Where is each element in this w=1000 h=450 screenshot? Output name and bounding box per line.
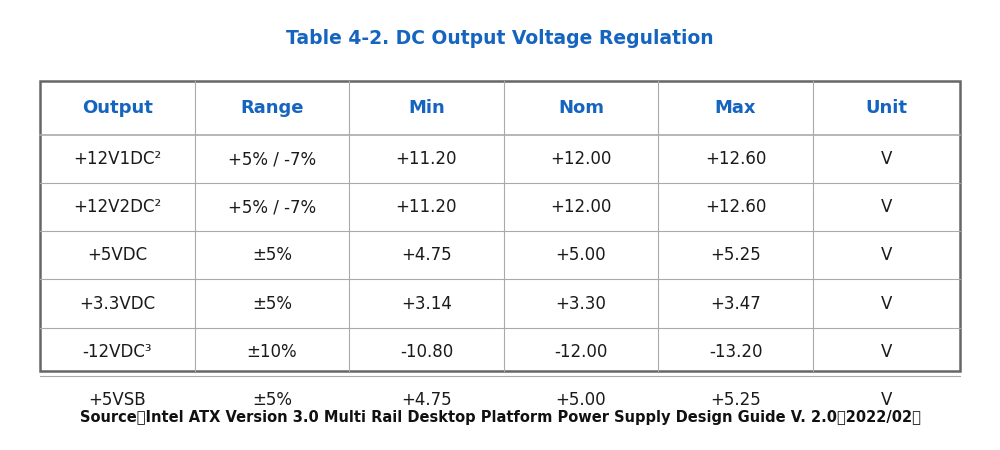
Text: +12V2DC²: +12V2DC²: [73, 198, 161, 216]
Text: ±10%: ±10%: [247, 343, 297, 361]
Text: +12.60: +12.60: [705, 198, 766, 216]
Text: +5% / -7%: +5% / -7%: [228, 198, 316, 216]
Text: +4.75: +4.75: [401, 391, 452, 409]
Text: Max: Max: [715, 99, 756, 117]
Text: +5VDC: +5VDC: [87, 247, 147, 265]
Text: +3.47: +3.47: [710, 295, 761, 312]
Text: ±5%: ±5%: [252, 247, 292, 265]
Text: Min: Min: [408, 99, 445, 117]
Text: +5.25: +5.25: [710, 247, 761, 265]
Text: +11.20: +11.20: [396, 150, 457, 168]
Text: V: V: [881, 247, 892, 265]
Text: ±5%: ±5%: [252, 391, 292, 409]
Text: V: V: [881, 391, 892, 409]
Text: +3.3VDC: +3.3VDC: [79, 295, 155, 312]
Text: Output: Output: [82, 99, 153, 117]
Text: +12V1DC²: +12V1DC²: [73, 150, 161, 168]
Text: +5.00: +5.00: [556, 391, 606, 409]
Text: Source：Intel ATX Version 3.0 Multi Rail Desktop Platform Power Supply Design Gui: Source：Intel ATX Version 3.0 Multi Rail …: [80, 410, 920, 425]
Text: +12.00: +12.00: [550, 150, 612, 168]
Text: V: V: [881, 295, 892, 312]
Text: +4.75: +4.75: [401, 247, 452, 265]
Text: +5% / -7%: +5% / -7%: [228, 150, 316, 168]
Text: Unit: Unit: [865, 99, 907, 117]
Text: Range: Range: [240, 99, 304, 117]
Text: +5.25: +5.25: [710, 391, 761, 409]
Text: V: V: [881, 343, 892, 361]
Text: V: V: [881, 150, 892, 168]
Text: +12.60: +12.60: [705, 150, 766, 168]
Text: -12VDC³: -12VDC³: [83, 343, 152, 361]
Text: +3.14: +3.14: [401, 295, 452, 312]
Text: Nom: Nom: [558, 99, 604, 117]
Text: +11.20: +11.20: [396, 198, 457, 216]
Text: -10.80: -10.80: [400, 343, 453, 361]
Text: +12.00: +12.00: [550, 198, 612, 216]
Text: +5VSB: +5VSB: [88, 391, 146, 409]
Text: -12.00: -12.00: [554, 343, 608, 361]
Text: -13.20: -13.20: [709, 343, 762, 361]
Text: ±5%: ±5%: [252, 295, 292, 312]
Text: V: V: [881, 198, 892, 216]
Text: +5.00: +5.00: [556, 247, 606, 265]
Text: +3.30: +3.30: [556, 295, 606, 312]
Bar: [40, 81, 960, 371]
Text: Table 4-2. DC Output Voltage Regulation: Table 4-2. DC Output Voltage Regulation: [286, 29, 714, 48]
